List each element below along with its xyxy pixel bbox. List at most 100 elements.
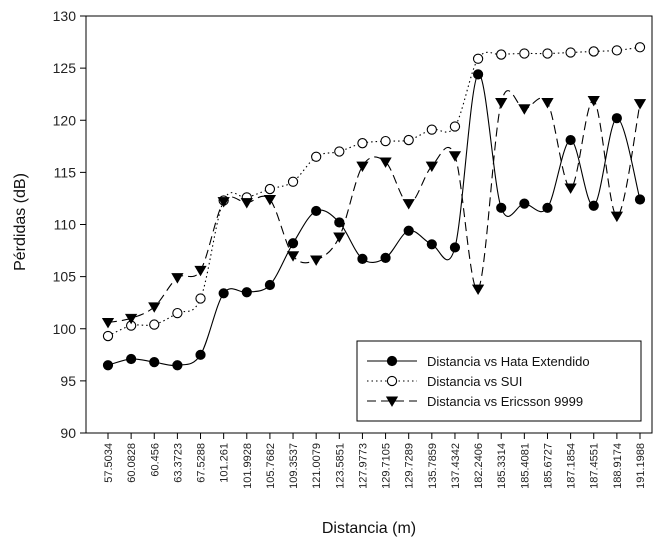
y-tick-label: 100: [53, 321, 77, 337]
data-point: [263, 194, 277, 206]
x-tick-label: 182.2406: [473, 443, 485, 489]
legend: Distancia vs Hata Extendido Distancia vs …: [356, 340, 642, 422]
data-point: [634, 42, 646, 53]
x-tick-label: 185.4081: [519, 443, 531, 489]
y-tick-label: 130: [53, 8, 77, 24]
data-point: [379, 157, 392, 168]
data-point: [495, 98, 508, 109]
series-line: [107, 46, 641, 337]
y-tick-label: 95: [60, 373, 76, 389]
data-point: [518, 104, 531, 115]
x-tick-label: 187.4551: [589, 443, 601, 489]
data-point: [102, 330, 114, 342]
y-tick-label: 110: [54, 217, 77, 233]
legend-marker: [385, 396, 399, 407]
data-point: [172, 307, 183, 319]
data-point: [217, 197, 230, 208]
data-point: [611, 45, 623, 56]
legend-marker: [386, 375, 398, 387]
data-point: [403, 225, 414, 236]
data-point: [610, 211, 623, 223]
data-point: [449, 121, 461, 132]
data-point: [101, 317, 115, 329]
series-3: [101, 90, 647, 329]
x-tick-label: 135.7859: [427, 443, 439, 489]
x-tick-label: 127.9773: [357, 443, 369, 489]
series-line: [107, 73, 641, 367]
data-point: [542, 202, 553, 213]
data-point: [402, 199, 415, 210]
data-point: [334, 217, 345, 228]
data-point: [195, 293, 206, 304]
series-layer: [101, 42, 647, 371]
x-tick-label: 109.3537: [288, 443, 300, 489]
x-tick-label: 67.5288: [196, 443, 208, 483]
y-axis-title: Pérdidas (dB): [12, 173, 29, 271]
data-point: [634, 194, 646, 205]
data-point: [286, 251, 300, 262]
legend-label: Distancia vs Ericsson 9999: [427, 394, 583, 409]
data-point: [472, 69, 484, 80]
data-point: [588, 200, 599, 211]
y-tick-label: 125: [53, 60, 77, 76]
data-point: [334, 146, 345, 157]
data-point: [380, 252, 391, 263]
data-point: [102, 360, 114, 371]
data-point: [519, 48, 530, 59]
data-point: [542, 48, 553, 59]
data-point: [287, 176, 299, 187]
series-2: [102, 42, 646, 342]
axes: 90 95 100 105 110 115 120 125 130 57.5034 60.0828 6…: [53, 8, 653, 489]
data-point: [611, 113, 622, 124]
x-tick-label: 60.456: [149, 443, 161, 477]
x-tick-label: 185.3314: [496, 443, 508, 489]
legend-label: Distancia vs SUI: [427, 374, 522, 389]
y-tick-label: 115: [54, 164, 77, 180]
data-point: [310, 255, 323, 266]
legend-marker: [386, 355, 398, 367]
data-point: [241, 287, 252, 298]
data-point: [403, 134, 414, 146]
x-tick-label: 185.6727: [542, 443, 554, 489]
data-point: [264, 183, 276, 195]
data-point: [633, 99, 647, 110]
y-tick-label: 105: [53, 269, 77, 285]
data-point: [149, 319, 160, 330]
data-point: [357, 138, 368, 149]
data-point: [564, 183, 577, 194]
x-tick-label: 123.5851: [334, 443, 346, 489]
data-point: [380, 135, 391, 147]
data-point: [311, 205, 322, 217]
data-point: [519, 198, 530, 209]
data-point: [587, 95, 600, 107]
data-point: [541, 98, 554, 109]
x-tick-label: 63.3723: [172, 443, 184, 483]
data-point: [496, 49, 507, 60]
x-tick-label: 101.9928: [242, 443, 254, 489]
y-tick-label: 90: [60, 425, 76, 441]
data-point: [240, 198, 253, 209]
data-point: [195, 349, 206, 360]
x-axis-title: Distancia (m): [322, 520, 416, 537]
x-tick-label: 57.5034: [103, 443, 115, 483]
data-point: [425, 161, 438, 173]
data-point: [588, 46, 599, 57]
data-point: [471, 284, 485, 296]
data-point: [472, 53, 484, 64]
data-point: [311, 151, 322, 162]
series-line: [107, 90, 641, 324]
data-point: [449, 242, 461, 253]
data-point: [426, 124, 437, 135]
x-tick-label: 137.4342: [450, 443, 462, 489]
data-point: [148, 302, 161, 313]
data-point: [448, 151, 462, 162]
data-point: [149, 357, 160, 368]
series-1: [102, 69, 646, 371]
data-point: [333, 232, 346, 243]
x-tick-label: 187.1854: [566, 443, 578, 489]
data-point: [565, 47, 576, 58]
data-point: [264, 279, 276, 291]
y-tick-label: 120: [53, 112, 77, 128]
x-tick-label: 60.0828: [126, 443, 138, 483]
